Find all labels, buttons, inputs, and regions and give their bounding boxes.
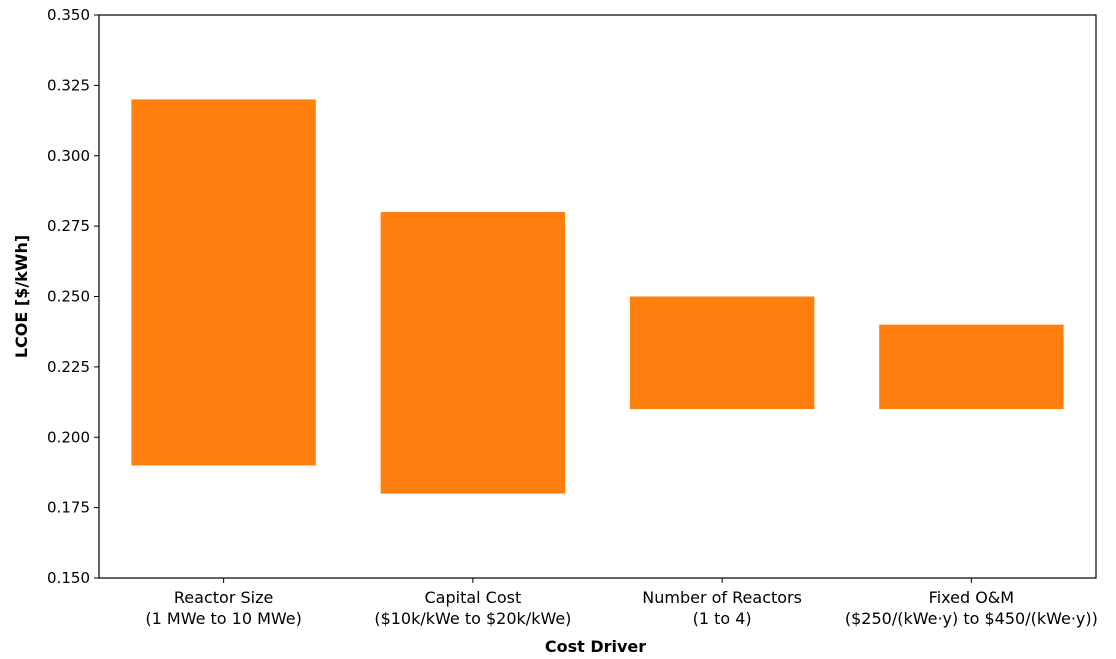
x-tick-label: Reactor Size (174, 588, 273, 607)
bars-group (131, 99, 1064, 494)
y-tick-label: 0.150 (47, 569, 90, 587)
x-axis: Reactor Size (1 MWe to 10 MWe) Capital Cos… (145, 578, 1098, 628)
x-tick-sublabel: ($10k/kWe to $20k/kWe) (374, 609, 571, 628)
x-tick-label: Number of Reactors (642, 588, 802, 607)
y-tick-label: 0.250 (47, 288, 90, 306)
y-tick-label: 0.175 (47, 499, 90, 517)
x-tick-sublabel: (1 MWe to 10 MWe) (145, 609, 302, 628)
x-tick-sublabel: ($250/(kWe·y) to $450/(kWe·y)) (845, 609, 1098, 628)
bar-fixed-o-m (879, 324, 1064, 410)
y-tick-label: 0.275 (47, 217, 90, 235)
x-tick-sublabel: (1 to 4) (693, 609, 752, 628)
bar-reactor-size (131, 99, 316, 466)
x-axis-title: Cost Driver (545, 637, 646, 656)
bar-number-of-reactors (629, 296, 815, 410)
y-tick-label: 0.300 (47, 147, 90, 165)
x-tick-label: Capital Cost (424, 588, 521, 607)
y-axis: 0.150 0.175 0.200 0.225 0.250 0.275 0.300 0.325… (47, 6, 99, 587)
y-tick-label: 0.225 (47, 358, 90, 376)
y-tick-label: 0.350 (47, 6, 90, 24)
y-axis-title: LCOE [$/kWh] (12, 235, 31, 358)
y-tick-label: 0.200 (47, 428, 90, 446)
bar-capital-cost (380, 212, 566, 494)
x-tick-label: Fixed O&M (929, 588, 1014, 607)
plot-frame (98, 14, 1097, 579)
y-tick-label: 0.325 (47, 76, 90, 94)
